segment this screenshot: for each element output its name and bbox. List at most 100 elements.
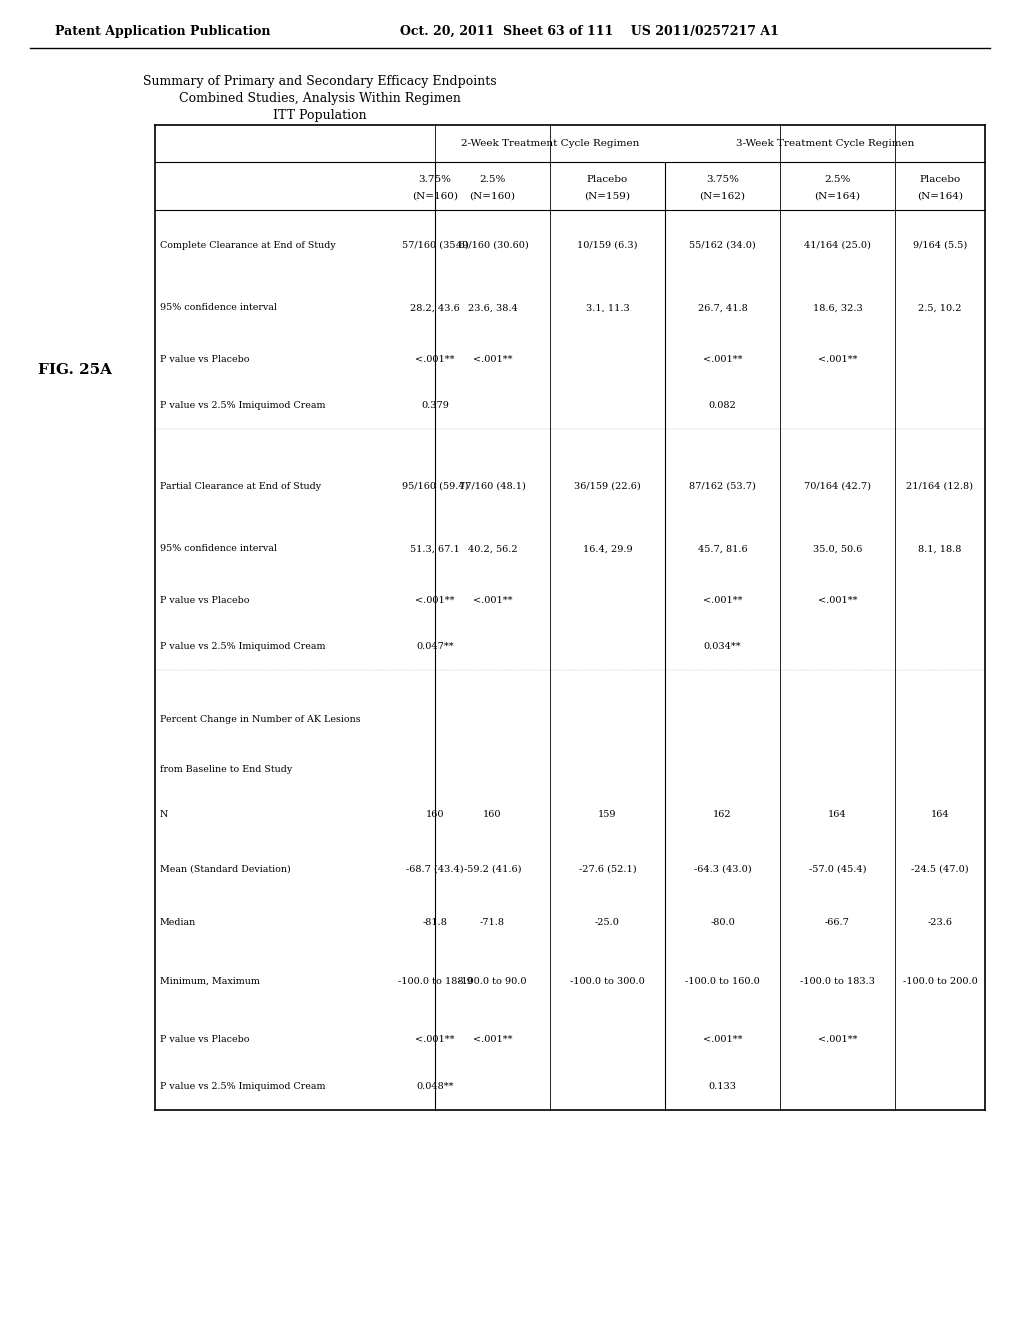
Text: -27.6 (52.1): -27.6 (52.1)	[579, 865, 636, 874]
Text: -100.0 to 183.3: -100.0 to 183.3	[800, 977, 874, 986]
Text: 0.133: 0.133	[709, 1082, 736, 1092]
Text: Combined Studies, Analysis Within Regimen: Combined Studies, Analysis Within Regime…	[179, 92, 461, 106]
Text: 3-Week Treatment Cycle Regimen: 3-Week Treatment Cycle Regimen	[736, 139, 914, 148]
Text: -80.0: -80.0	[710, 919, 735, 928]
Text: Median: Median	[160, 919, 197, 928]
Text: <.001**: <.001**	[702, 1035, 742, 1044]
Text: 160: 160	[483, 810, 502, 820]
Text: Minimum, Maximum: Minimum, Maximum	[160, 977, 260, 986]
Text: 2.5%: 2.5%	[479, 176, 506, 185]
Text: P value vs Placebo: P value vs Placebo	[160, 595, 250, 605]
Text: 162: 162	[713, 810, 732, 820]
Text: -25.0: -25.0	[595, 919, 620, 928]
Text: Mean (Standard Deviation): Mean (Standard Deviation)	[160, 865, 291, 874]
Text: Complete Clearance at End of Study: Complete Clearance at End of Study	[160, 240, 336, 249]
Text: <.001**: <.001**	[818, 1035, 857, 1044]
Text: Patent Application Publication: Patent Application Publication	[55, 25, 270, 38]
Text: -100.0 to 200.0: -100.0 to 200.0	[902, 977, 977, 986]
Text: (N=159): (N=159)	[585, 191, 631, 201]
Text: <.001**: <.001**	[702, 595, 742, 605]
Text: 0.047**: 0.047**	[416, 643, 454, 651]
Text: 159: 159	[598, 810, 616, 820]
Text: 49/160 (30.60): 49/160 (30.60)	[456, 240, 528, 249]
Text: <.001**: <.001**	[818, 595, 857, 605]
Text: -100.0 to 300.0: -100.0 to 300.0	[570, 977, 645, 986]
Text: Placebo: Placebo	[920, 176, 961, 185]
Text: P value vs 2.5% Imiquimod Cream: P value vs 2.5% Imiquimod Cream	[160, 643, 326, 651]
Text: 3.75%: 3.75%	[419, 176, 452, 185]
Text: 3.75%: 3.75%	[706, 176, 739, 185]
Text: -57.0 (45.4): -57.0 (45.4)	[809, 865, 866, 874]
Text: <.001**: <.001**	[473, 355, 512, 363]
Text: 0.034**: 0.034**	[703, 643, 741, 651]
Text: 0.379: 0.379	[421, 401, 449, 411]
Text: 40.2, 56.2: 40.2, 56.2	[468, 544, 517, 553]
Text: (N=164): (N=164)	[918, 191, 963, 201]
Text: 16.4, 29.9: 16.4, 29.9	[583, 544, 632, 553]
Text: -68.7 (43.4): -68.7 (43.4)	[407, 865, 464, 874]
Text: N: N	[160, 810, 168, 820]
Text: 3.1, 11.3: 3.1, 11.3	[586, 304, 630, 313]
Text: Oct. 20, 2011  Sheet 63 of 111    US 2011/0257217 A1: Oct. 20, 2011 Sheet 63 of 111 US 2011/02…	[400, 25, 779, 38]
Text: (N=164): (N=164)	[814, 191, 860, 201]
Text: 45.7, 81.6: 45.7, 81.6	[697, 544, 748, 553]
Text: -81.8: -81.8	[423, 919, 447, 928]
Text: <.001**: <.001**	[416, 355, 455, 363]
Text: -100.0 to 160.0: -100.0 to 160.0	[685, 977, 760, 986]
Text: 51.3, 67.1: 51.3, 67.1	[411, 544, 460, 553]
Text: Partial Clearance at End of Study: Partial Clearance at End of Study	[160, 482, 322, 491]
Text: 36/159 (22.6): 36/159 (22.6)	[574, 482, 641, 491]
Text: 21/164 (12.8): 21/164 (12.8)	[906, 482, 974, 491]
Text: (N=160): (N=160)	[412, 191, 458, 201]
Text: 95% confidence interval: 95% confidence interval	[160, 304, 278, 313]
Text: 77/160 (48.1): 77/160 (48.1)	[459, 482, 526, 491]
Text: (N=162): (N=162)	[699, 191, 745, 201]
Text: 35.0, 50.6: 35.0, 50.6	[813, 544, 862, 553]
Text: <.001**: <.001**	[473, 595, 512, 605]
Text: -66.7: -66.7	[825, 919, 850, 928]
Text: 26.7, 41.8: 26.7, 41.8	[697, 304, 748, 313]
Text: 2.5, 10.2: 2.5, 10.2	[919, 304, 962, 313]
Text: 28.2, 43.6: 28.2, 43.6	[411, 304, 460, 313]
Text: Percent Change in Number of AK Lesions: Percent Change in Number of AK Lesions	[160, 715, 360, 725]
Text: P value vs Placebo: P value vs Placebo	[160, 355, 250, 363]
Text: 70/164 (42.7): 70/164 (42.7)	[804, 482, 871, 491]
Text: 41/164 (25.0): 41/164 (25.0)	[804, 240, 871, 249]
Text: 23.6, 38.4: 23.6, 38.4	[468, 304, 517, 313]
Text: 0.082: 0.082	[709, 401, 736, 411]
Text: Summary of Primary and Secondary Efficacy Endpoints: Summary of Primary and Secondary Efficac…	[143, 75, 497, 88]
Text: -24.5 (47.0): -24.5 (47.0)	[911, 865, 969, 874]
Text: 9/164 (5.5): 9/164 (5.5)	[912, 240, 967, 249]
Text: 10/159 (6.3): 10/159 (6.3)	[578, 240, 638, 249]
Text: -71.8: -71.8	[480, 919, 505, 928]
Text: P value vs 2.5% Imiquimod Cream: P value vs 2.5% Imiquimod Cream	[160, 401, 326, 411]
Text: 2-Week Treatment Cycle Regimen: 2-Week Treatment Cycle Regimen	[461, 139, 639, 148]
Text: P value vs 2.5% Imiquimod Cream: P value vs 2.5% Imiquimod Cream	[160, 1082, 326, 1092]
Text: -23.6: -23.6	[928, 919, 952, 928]
Text: 160: 160	[426, 810, 444, 820]
Text: -100.0 to 90.0: -100.0 to 90.0	[459, 977, 526, 986]
Text: 18.6, 32.3: 18.6, 32.3	[813, 304, 862, 313]
Text: <.001**: <.001**	[416, 595, 455, 605]
Text: 2.5%: 2.5%	[824, 176, 851, 185]
Text: -64.3 (43.0): -64.3 (43.0)	[693, 865, 752, 874]
Text: 95% confidence interval: 95% confidence interval	[160, 544, 278, 553]
Text: -59.2 (41.6): -59.2 (41.6)	[464, 865, 521, 874]
Text: Placebo: Placebo	[587, 176, 628, 185]
Text: 87/162 (53.7): 87/162 (53.7)	[689, 482, 756, 491]
Text: 164: 164	[931, 810, 949, 820]
Text: P value vs Placebo: P value vs Placebo	[160, 1035, 250, 1044]
Text: 164: 164	[828, 810, 847, 820]
Text: <.001**: <.001**	[702, 355, 742, 363]
Text: from Baseline to End Study: from Baseline to End Study	[160, 766, 292, 774]
Text: <.001**: <.001**	[818, 355, 857, 363]
Text: <.001**: <.001**	[416, 1035, 455, 1044]
Text: ITT Population: ITT Population	[273, 110, 367, 121]
Text: FIG. 25A: FIG. 25A	[38, 363, 112, 378]
Text: (N=160): (N=160)	[469, 191, 515, 201]
Text: 95/160 (59.4): 95/160 (59.4)	[401, 482, 468, 491]
Text: <.001**: <.001**	[473, 1035, 512, 1044]
Text: 55/162 (34.0): 55/162 (34.0)	[689, 240, 756, 249]
Text: 0.048**: 0.048**	[416, 1082, 454, 1092]
Text: 8.1, 18.8: 8.1, 18.8	[919, 544, 962, 553]
